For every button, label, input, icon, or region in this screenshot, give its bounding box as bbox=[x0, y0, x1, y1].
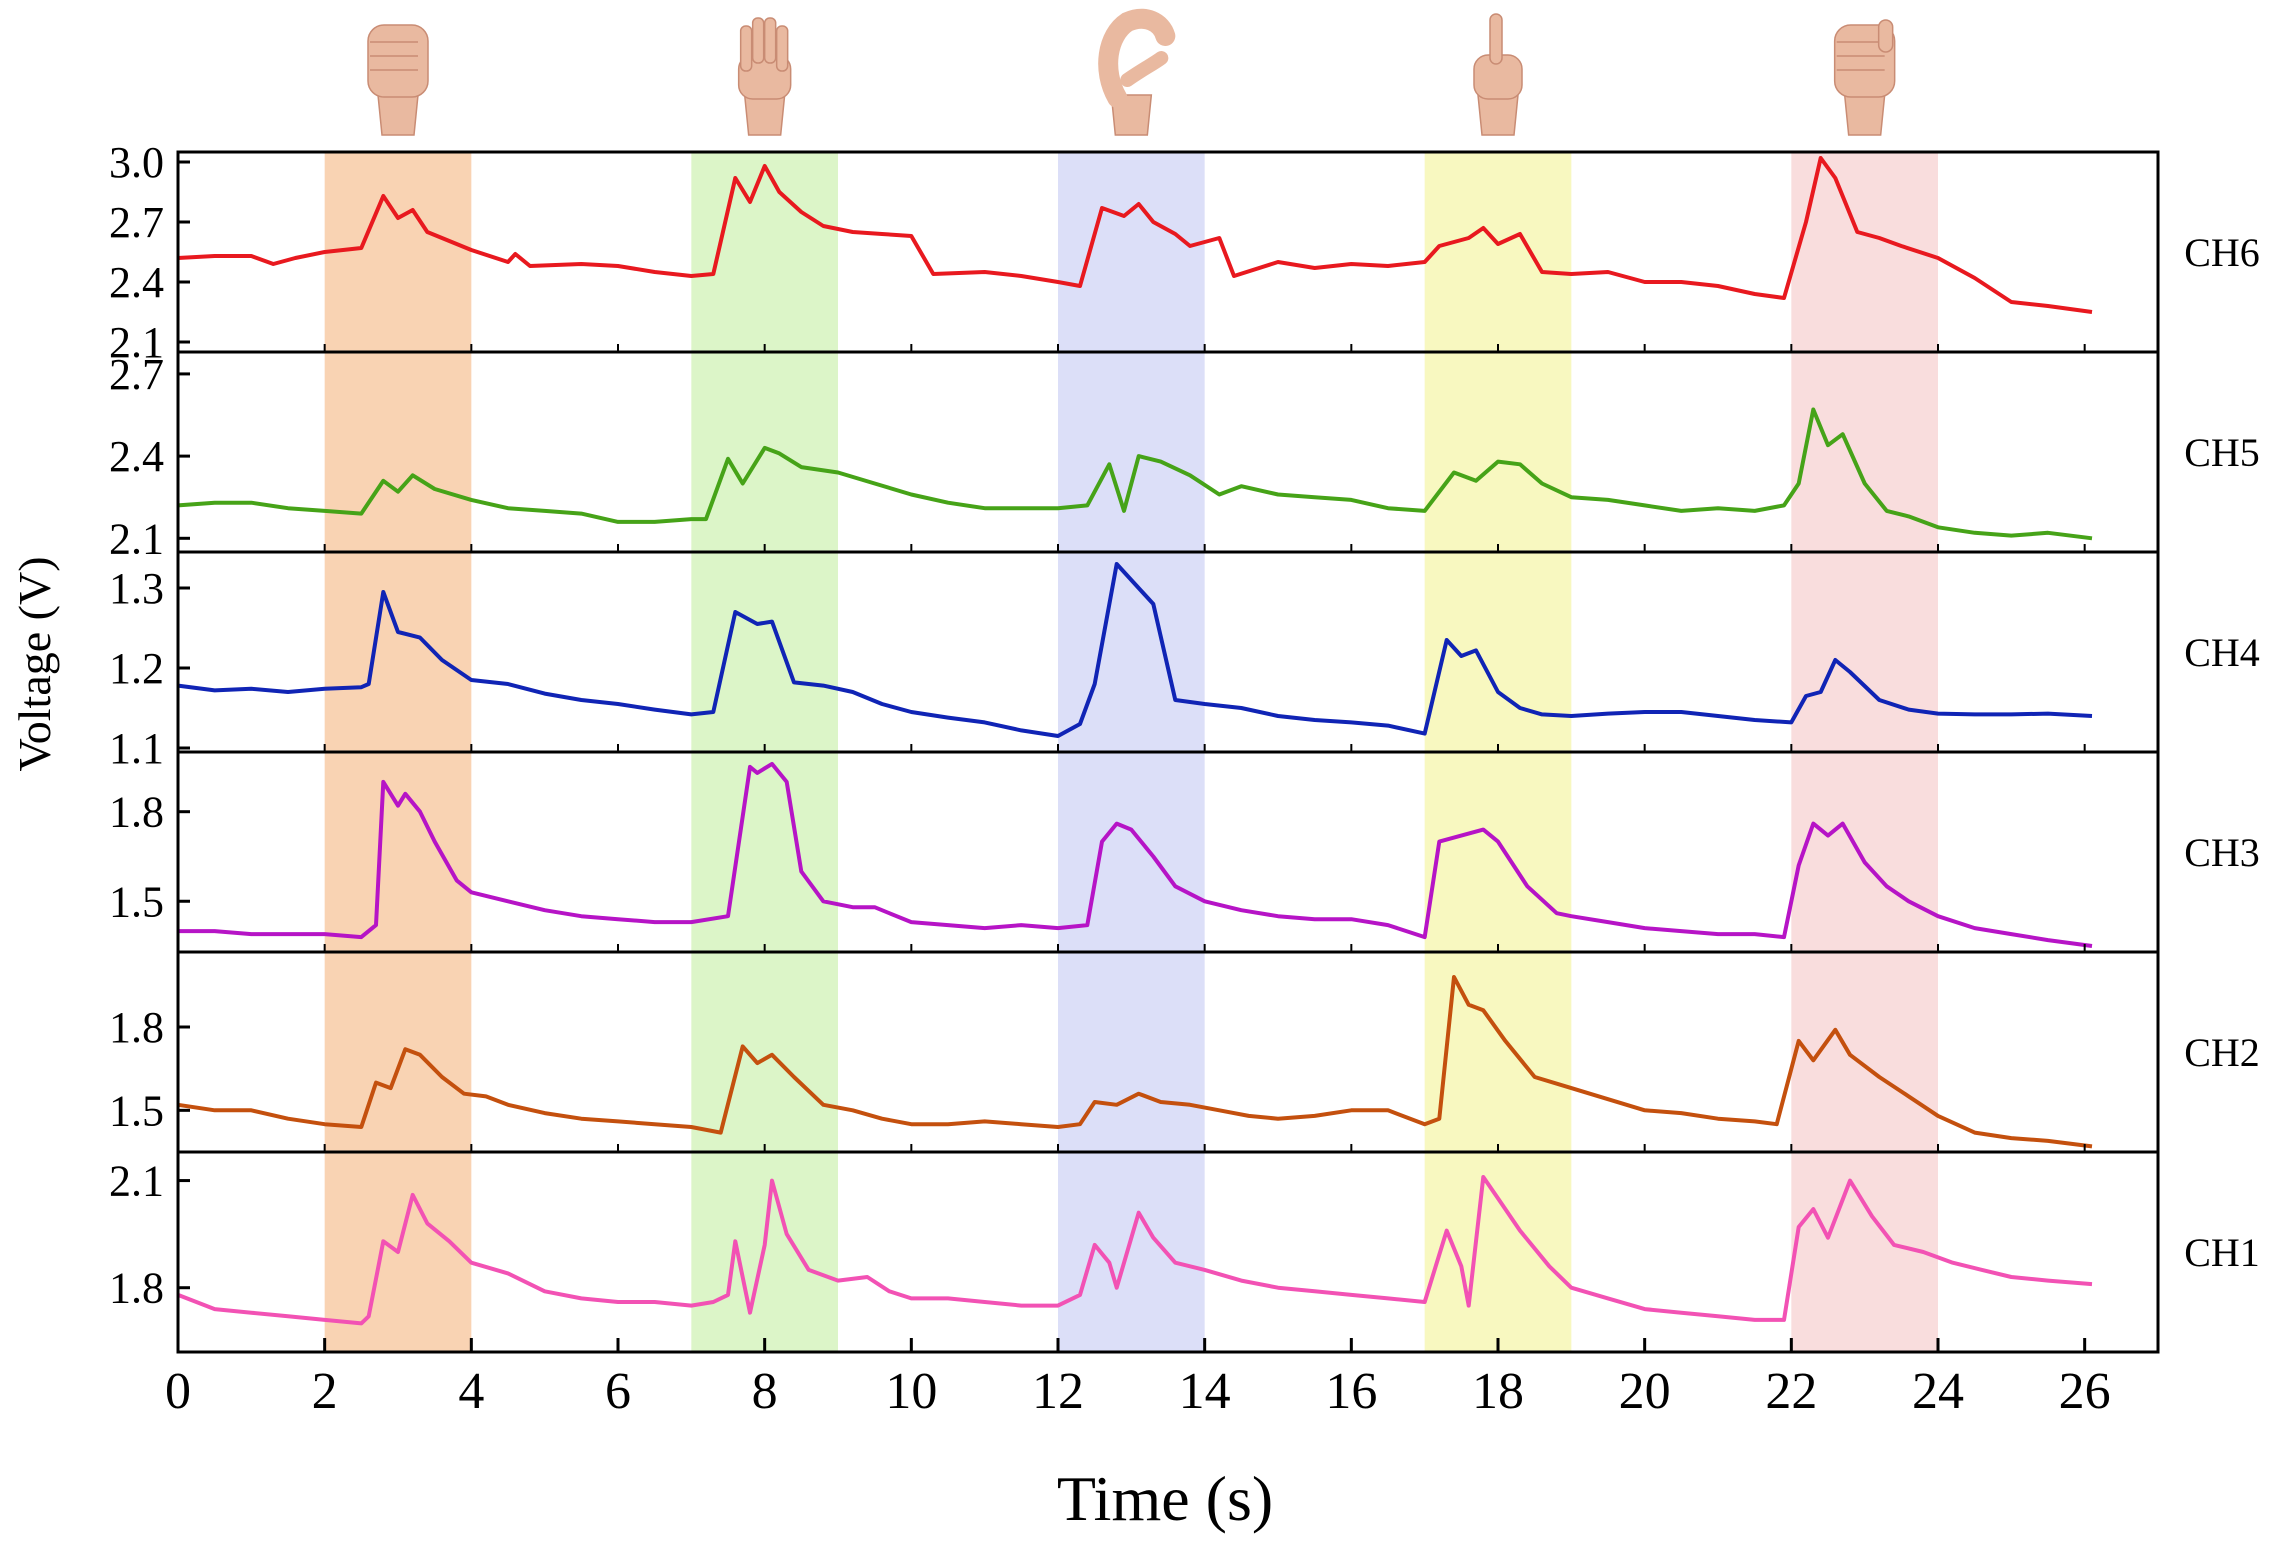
x-tick-label: 12 bbox=[1032, 1363, 1084, 1420]
channel-label-ch2: CH2 bbox=[2184, 1030, 2260, 1075]
y-tick-label: 1.5 bbox=[109, 1086, 164, 1135]
trace-ch3 bbox=[178, 761, 2093, 948]
trace-ch1 bbox=[177, 1175, 2093, 1326]
x-tick-label: 16 bbox=[1325, 1363, 1377, 1420]
index-point-hand-icon bbox=[1473, 13, 1523, 136]
y-tick-label: 1.8 bbox=[109, 788, 164, 837]
y-tick-label: 2.1 bbox=[109, 514, 164, 563]
y-tick-label: 2.7 bbox=[109, 198, 164, 247]
panel-frames bbox=[176, 150, 2160, 1354]
channel-label-ch6: CH6 bbox=[2184, 230, 2260, 275]
x-tick-label: 2 bbox=[312, 1363, 338, 1420]
y-tick-label: 2.1 bbox=[109, 318, 164, 367]
y-axis-title: Voltage (V) bbox=[9, 556, 60, 771]
x-tick-label: 26 bbox=[2059, 1363, 2111, 1420]
trace-ch2 bbox=[177, 975, 2093, 1149]
x-tick-label: 24 bbox=[1912, 1363, 1964, 1420]
trace-ch4 bbox=[177, 562, 2093, 738]
x-tick-label: 10 bbox=[885, 1363, 937, 1420]
thumb-fist-hand-icon bbox=[1833, 19, 1896, 136]
y-tick-label: 1.3 bbox=[109, 564, 164, 613]
channel-label-ch3: CH3 bbox=[2184, 830, 2260, 875]
y-tick-label: 1.2 bbox=[109, 644, 164, 693]
y-tick-label: 1.8 bbox=[109, 1003, 164, 1052]
x-tick-label: 6 bbox=[605, 1363, 631, 1420]
y-tick-label: 1.1 bbox=[109, 724, 164, 773]
x-tick-label: 20 bbox=[1619, 1363, 1671, 1420]
y-tick-label: 1.8 bbox=[109, 1264, 164, 1313]
channel-labels: CH6 CH5 CH4 CH3 CH2 CH1 bbox=[2184, 230, 2260, 1275]
x-tick-label: 18 bbox=[1472, 1363, 1524, 1420]
channel-label-ch1: CH1 bbox=[2184, 1230, 2260, 1275]
trace-ch6 bbox=[177, 156, 2093, 314]
c-shape-hand-icon bbox=[1098, 8, 1176, 136]
y-tick-label: 2.1 bbox=[109, 1157, 164, 1206]
channel-traces bbox=[177, 156, 2093, 1326]
gesture-icons bbox=[367, 8, 1896, 136]
channel-label-ch5: CH5 bbox=[2184, 430, 2260, 475]
x-axis-ticks: 0 2 4 6 8 10 12 14 16 18 20 22 24 26 bbox=[165, 344, 2111, 1420]
x-axis-title: Time (s) bbox=[1057, 1463, 1273, 1534]
x-tick-label: 14 bbox=[1179, 1363, 1231, 1420]
y-tick-label: 2.4 bbox=[109, 432, 164, 481]
open-palm-hand-icon bbox=[737, 17, 792, 136]
x-tick-label: 0 bbox=[165, 1363, 191, 1420]
x-tick-label: 8 bbox=[752, 1363, 778, 1420]
y-axis-ticks: 2.1 2.4 2.7 3.0 2.1 2.4 2.7 1.1 1.2 1.3 1.5 1.8 1.5 1… bbox=[109, 138, 190, 1313]
channel-label-ch4: CH4 bbox=[2184, 630, 2260, 675]
x-tick-label: 22 bbox=[1765, 1363, 1817, 1420]
fist-hand-icon bbox=[367, 24, 429, 136]
y-tick-label: 2.7 bbox=[109, 350, 164, 399]
y-tick-label: 1.5 bbox=[109, 877, 164, 926]
trace-ch5 bbox=[177, 407, 2093, 541]
x-tick-label: 4 bbox=[458, 1363, 484, 1420]
y-tick-label: 3.0 bbox=[109, 138, 164, 187]
y-tick-label: 2.4 bbox=[109, 258, 164, 307]
